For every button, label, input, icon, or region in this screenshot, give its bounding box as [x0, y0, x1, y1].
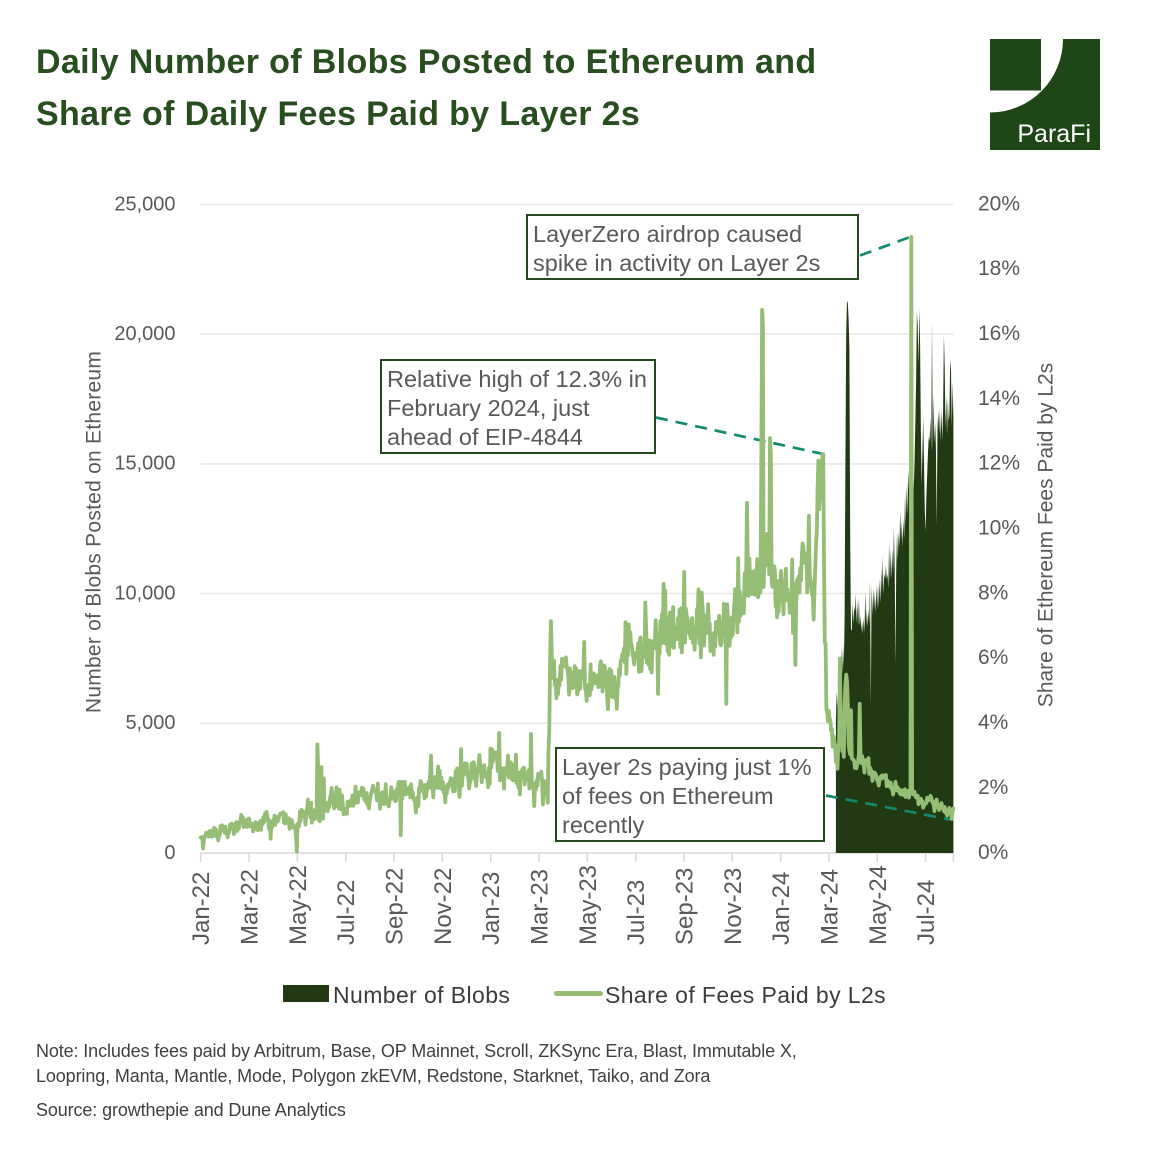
svg-text:5,000: 5,000: [125, 712, 175, 734]
svg-text:Sep-23: Sep-23: [672, 868, 699, 945]
svg-text:Share of Ethereum Fees Paid by: Share of Ethereum Fees Paid by L2s: [1035, 363, 1058, 707]
svg-text:0: 0: [164, 842, 175, 864]
svg-text:0%: 0%: [978, 841, 1008, 864]
svg-text:Mar-22: Mar-22: [237, 869, 264, 945]
svg-text:25,000: 25,000: [114, 193, 175, 215]
svg-text:May-23: May-23: [575, 865, 602, 945]
svg-text:Nov-22: Nov-22: [430, 868, 457, 945]
svg-text:15,000: 15,000: [114, 453, 175, 475]
svg-text:Number of Blobs Posted on Ethe: Number of Blobs Posted on Ethereum: [82, 351, 105, 713]
svg-text:Jul-22: Jul-22: [333, 880, 360, 945]
svg-text:May-22: May-22: [285, 865, 312, 945]
svg-text:16%: 16%: [978, 322, 1020, 345]
svg-text:Jan-23: Jan-23: [478, 872, 505, 945]
svg-text:20%: 20%: [978, 192, 1020, 215]
svg-text:2%: 2%: [978, 776, 1008, 799]
svg-text:20,000: 20,000: [114, 323, 175, 345]
svg-text:Nov-23: Nov-23: [720, 868, 747, 945]
svg-text:Jul-23: Jul-23: [623, 880, 650, 945]
svg-text:Jan-22: Jan-22: [188, 872, 215, 945]
svg-text:Jan-24: Jan-24: [768, 872, 795, 945]
svg-text:4%: 4%: [978, 711, 1008, 734]
svg-text:May-24: May-24: [865, 865, 892, 945]
svg-text:10%: 10%: [978, 517, 1020, 540]
svg-text:8%: 8%: [978, 581, 1008, 604]
svg-text:14%: 14%: [978, 387, 1020, 410]
svg-text:18%: 18%: [978, 257, 1020, 280]
svg-text:12%: 12%: [978, 452, 1020, 475]
svg-text:Sep-22: Sep-22: [382, 868, 409, 945]
svg-text:Mar-24: Mar-24: [817, 869, 844, 945]
svg-text:Mar-23: Mar-23: [527, 869, 554, 945]
svg-text:10,000: 10,000: [114, 582, 175, 604]
svg-text:6%: 6%: [978, 646, 1008, 669]
svg-text:Jul-24: Jul-24: [913, 880, 940, 945]
svg-text:ParaFi: ParaFi: [1017, 120, 1091, 148]
